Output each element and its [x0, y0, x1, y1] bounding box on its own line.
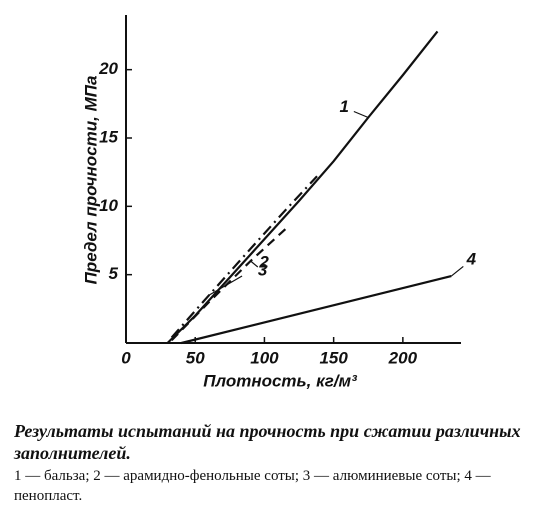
caption-block: Результаты испытаний на прочность при сж…: [14, 420, 534, 506]
y-tick-label: 20: [98, 59, 118, 78]
y-tick-label: 5: [109, 264, 119, 283]
series-label: 3: [258, 260, 268, 279]
series-line: [170, 224, 291, 342]
series-label: 1: [340, 97, 349, 116]
x-tick-label: 200: [388, 348, 418, 367]
x-tick-label: 150: [319, 348, 348, 367]
label-leader: [450, 265, 464, 277]
note: 1 — бальза; 2 — арамидно-фенольные соты;…: [14, 468, 491, 504]
x-tick-label: 100: [250, 348, 279, 367]
series-line: [170, 175, 318, 339]
y-tick-label: 15: [99, 127, 118, 146]
y-tick-label: 10: [99, 196, 118, 215]
x-tick-label: 0: [121, 348, 131, 367]
series-line: [181, 274, 452, 345]
caption: Результаты испытаний на прочность при сж…: [14, 421, 521, 463]
series-label: 4: [466, 250, 477, 269]
label-leader: [353, 110, 369, 119]
chart: Плотность, кг/м³ Предел прочности, МПа 0…: [81, 15, 477, 390]
x-axis-label: Плотность, кг/м³: [203, 371, 358, 390]
y-axis-label: Предел прочности, МПа: [81, 76, 100, 285]
label-leader: [250, 260, 259, 268]
series-label: 2: [258, 253, 269, 272]
x-tick-label: 50: [186, 348, 205, 367]
